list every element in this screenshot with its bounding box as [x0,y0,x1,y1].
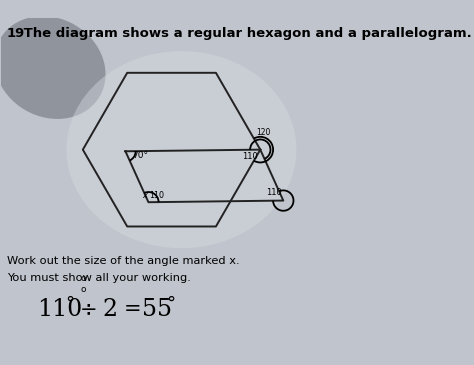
Text: =: = [124,299,142,319]
Text: o: o [81,285,86,294]
Text: 19: 19 [7,27,25,41]
Text: 2: 2 [102,297,118,320]
Text: 120: 120 [256,128,270,137]
Text: 110: 110 [149,192,164,200]
Text: 110: 110 [242,152,258,161]
Text: 110: 110 [37,297,82,320]
Text: o: o [81,274,86,283]
Text: You must show all your working.: You must show all your working. [7,273,191,283]
Text: °: ° [167,295,176,313]
Ellipse shape [0,16,106,119]
Text: Work out the size of the angle marked x.: Work out the size of the angle marked x. [7,257,239,266]
Ellipse shape [66,51,296,248]
Text: 110: 110 [266,188,282,197]
Text: 55: 55 [142,297,172,320]
Text: x: x [143,191,147,200]
Text: 70°: 70° [132,151,148,160]
Text: The diagram shows a regular hexagon and a parallelogram.: The diagram shows a regular hexagon and … [19,27,472,41]
Text: ÷: ÷ [80,299,97,319]
Text: °: ° [65,295,74,313]
